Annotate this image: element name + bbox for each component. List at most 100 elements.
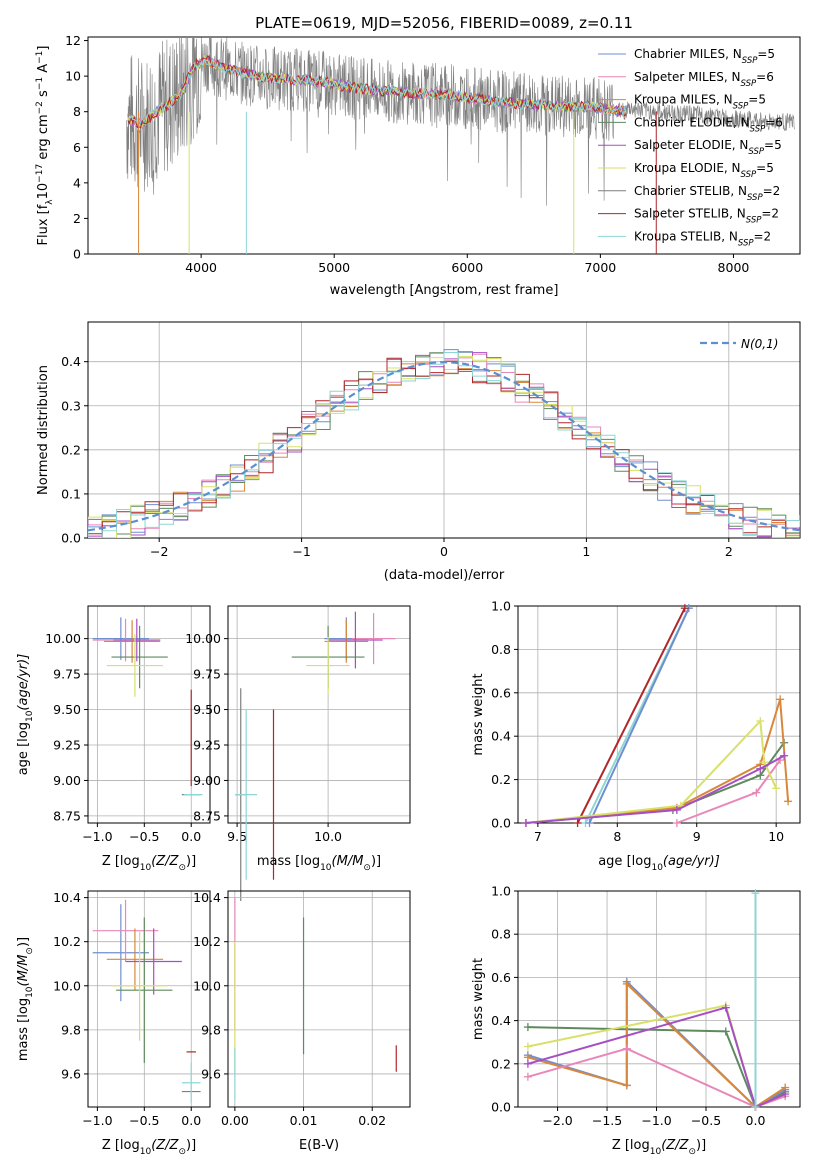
legend-entry: Chabrier STELIB, NSSP=2: [634, 184, 780, 203]
x-axis-label: wavelength [Angstrom, rest frame]: [330, 283, 559, 298]
label-part: 10: [36, 183, 51, 200]
legend-text: Kroupa STELIB, N: [634, 229, 738, 243]
legend-sub: SSP: [746, 216, 762, 226]
y-tick-label: 9.8: [201, 1022, 221, 1037]
x-tick-label: 4000: [185, 260, 217, 275]
legend-sub: SSP: [741, 79, 757, 89]
x-tick-label: −2: [150, 544, 168, 559]
y-axis-label: Normed distribution: [36, 365, 51, 495]
x-tick-label: 0.00: [221, 1113, 249, 1128]
legend-tail: =2: [754, 229, 772, 243]
y-tick-label: 8: [73, 104, 81, 119]
legend-tail: =6: [765, 115, 783, 129]
weight-series: [527, 1047, 786, 1109]
legend-text: Kroupa ELODIE, N: [634, 161, 741, 175]
y-tick-label: 9.50: [193, 702, 221, 717]
y-tick-label: 10.2: [193, 934, 221, 949]
x-tick-label: −0.5: [691, 1113, 721, 1128]
legend-sub: SSP: [750, 124, 766, 134]
label-part: −1: [35, 77, 45, 90]
x-tick-label: 2: [725, 544, 733, 559]
x-tick-label: 9.5: [227, 829, 247, 844]
x-axis-label: E(B-V): [299, 1138, 339, 1153]
legend-entry: Kroupa MILES, NSSP=5: [634, 93, 766, 112]
y-tick-label: 0.4: [491, 729, 511, 744]
label-part: 10: [140, 863, 152, 873]
legend-text: Salpeter MILES, N: [634, 70, 741, 84]
label-part: 10: [140, 1147, 152, 1157]
y-tick-label: 8.75: [53, 808, 81, 823]
label-part: age [log: [16, 722, 31, 775]
panel-3: 9.5 10.0 8.75 9.00 9.25 9.50 9.75 10.00 mass [lo…: [185, 605, 411, 902]
legend-entry: Kroupa STELIB, NSSP=2: [634, 229, 771, 248]
x-tick-label: 9: [693, 829, 701, 844]
label-part: ⊙: [688, 1147, 696, 1157]
legend-sub: SSP: [748, 147, 764, 157]
x-tick-label: 0.0: [181, 1113, 201, 1128]
legend-text: Salpeter STELIB, N: [634, 207, 746, 221]
label-part: ⊙: [25, 947, 35, 955]
y-tick-label: 9.8: [61, 1022, 81, 1037]
x-tick-label: −0.5: [129, 1113, 159, 1128]
label-part: )]: [186, 1138, 196, 1153]
y-tick-label: 0.3: [61, 398, 81, 413]
label-part: −17: [35, 164, 45, 183]
label-part: age [log: [598, 854, 651, 869]
x-tick-label: 0.0: [746, 1113, 766, 1128]
legend-tail: =5: [764, 138, 782, 152]
x-tick-label: 0.0: [181, 829, 201, 844]
label-part: Z [log: [612, 1138, 650, 1153]
panel-1: −2 −1 0 1 2 0.0 0.1 0.2 0.3 0.4 N(0,1) (data-model)…: [36, 321, 801, 583]
x-axis-label: age [log10(age/yr)]: [598, 854, 720, 873]
axes-frame: [517, 605, 801, 824]
label-part: −2: [35, 101, 45, 114]
label-part: 10: [651, 863, 663, 873]
label-part: (age/yr)]: [663, 854, 720, 869]
histogram-series: [88, 352, 800, 538]
legend-entry: Chabrier ELODIE, NSSP=6: [634, 115, 783, 134]
x-tick-label: 6000: [451, 260, 483, 275]
legend-sub: SSP: [738, 238, 754, 248]
label-part: mass [log: [257, 854, 320, 869]
weight-series: [576, 607, 686, 824]
x-tick-label: 8000: [718, 260, 750, 275]
x-tick-label: −1.0: [82, 1113, 112, 1128]
legend-tail: =2: [763, 184, 781, 198]
model-spectrum: [127, 58, 627, 128]
label-part: (M/M: [332, 854, 364, 869]
y-tick-label: 10.2: [53, 934, 81, 949]
y-tick-label: 0.0: [491, 1100, 511, 1115]
x-tick-label: 0: [440, 544, 448, 559]
label-part: 10: [320, 863, 332, 873]
y-tick-label: 10.00: [185, 631, 221, 646]
label-part: (Z/Z: [151, 1138, 179, 1153]
label-part: Z [log: [102, 1138, 140, 1153]
y-axis-label: mass weight: [471, 958, 486, 1040]
label-part: )]: [186, 854, 196, 869]
y-tick-label: 9.00: [53, 773, 81, 788]
y-tick-label: 1.0: [491, 884, 511, 899]
x-tick-label: 8: [613, 829, 621, 844]
x-axis-label: (data-model)/error: [384, 568, 505, 583]
y-axis-label: mass [log10(M/M⊙)]: [16, 937, 35, 1061]
x-tick-label: −1: [292, 544, 310, 559]
label-part: erg cm: [36, 114, 51, 163]
label-part: s: [36, 90, 51, 101]
label-part: )]: [371, 854, 381, 869]
y-tick-label: 0.1: [61, 486, 81, 501]
label-part: (Z/Z: [151, 854, 179, 869]
x-tick-label: 0.02: [358, 1113, 386, 1128]
x-axis-label: Z [log10(Z/Z⊙)]: [102, 1138, 196, 1157]
y-tick-label: 9.50: [53, 702, 81, 717]
label-part: λ: [45, 199, 55, 205]
label-part: ⊙: [363, 863, 371, 873]
y-tick-label: 9.75: [53, 667, 81, 682]
y-tick-label: 6: [73, 140, 81, 155]
y-tick-label: 0.4: [61, 354, 81, 369]
x-tick-label: −2.0: [542, 1113, 572, 1128]
y-tick-label: 12: [65, 33, 81, 48]
legend-text: Chabrier ELODIE, N: [634, 115, 750, 129]
y-axis-label: age [log10(age/yr)]: [16, 654, 35, 776]
label-part: (age/yr)]: [16, 654, 31, 711]
